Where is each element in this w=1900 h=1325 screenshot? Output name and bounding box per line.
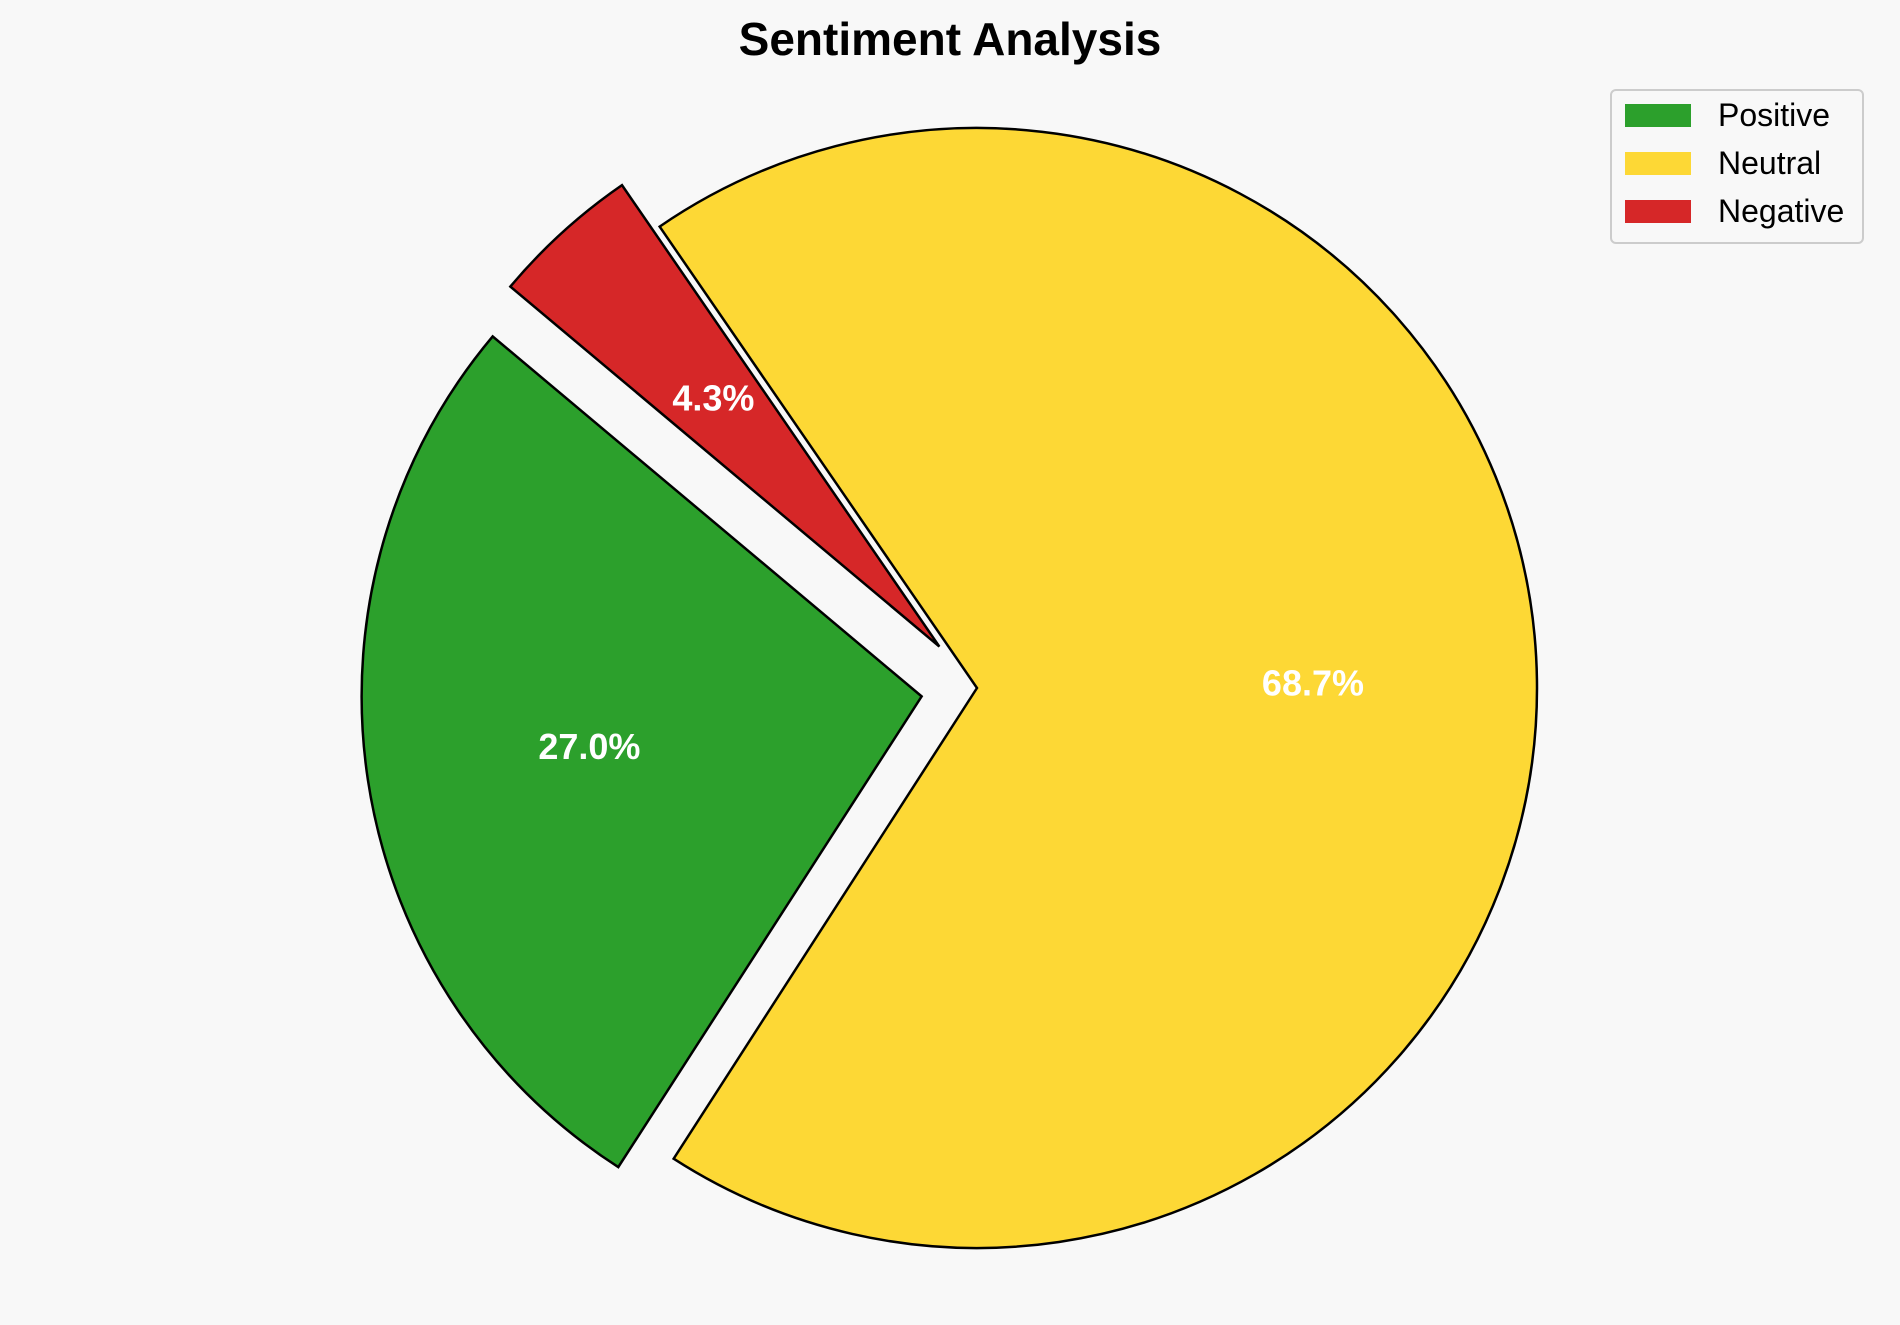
legend-label-positive: Positive	[1718, 97, 1830, 133]
legend-entries: Positive Neutral Negative	[1625, 97, 1844, 229]
legend-swatch-negative	[1625, 200, 1691, 223]
pie-slices	[360, 126, 1539, 1250]
legend-label-neutral: Neutral	[1718, 145, 1821, 181]
pie-slice-negative	[508, 183, 941, 648]
legend: Positive Neutral Negative	[1610, 89, 1864, 244]
pie-label-negative: 4.3%	[672, 377, 754, 418]
legend-swatch-positive	[1625, 104, 1691, 127]
pie-label-positive: 27.0%	[538, 726, 640, 767]
chart-title: Sentiment Analysis	[739, 13, 1162, 65]
legend-label-negative: Negative	[1718, 193, 1844, 229]
pie-slice-neutral	[657, 126, 1539, 1250]
legend-swatch-neutral	[1625, 152, 1691, 175]
pie-percent-labels: 27.0% 68.7% 4.3%	[538, 377, 1364, 767]
pie-label-neutral: 68.7%	[1262, 662, 1364, 703]
pie-slice-positive	[360, 334, 924, 1169]
